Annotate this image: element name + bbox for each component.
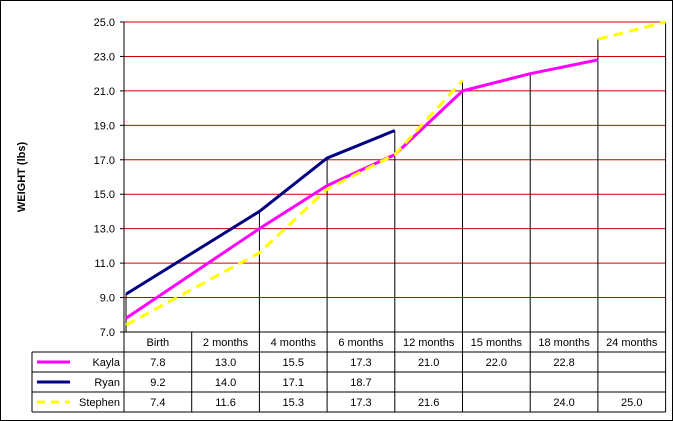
y-tick-label: 9.0 <box>100 293 115 305</box>
data-label: 7.8 <box>150 357 165 369</box>
y-tick-label: 15.0 <box>94 189 115 201</box>
data-label: 25.0 <box>621 397 642 409</box>
series-line-stephen <box>597 20 666 41</box>
data-label: 22.0 <box>486 357 507 369</box>
category-label: Birth <box>147 337 170 349</box>
category-label: 12 months <box>403 337 455 349</box>
category-label: 15 months <box>471 337 523 349</box>
y-tick-label: 25.0 <box>94 17 115 29</box>
data-label: 18.7 <box>350 377 371 389</box>
data-label: 14.0 <box>215 377 236 389</box>
data-label: 17.1 <box>283 377 304 389</box>
data-label: 15.5 <box>283 357 304 369</box>
data-label: 22.8 <box>553 357 574 369</box>
y-tick-label: 11.0 <box>94 258 115 270</box>
data-label: 9.2 <box>150 377 165 389</box>
data-label: 24.0 <box>553 397 574 409</box>
y-axis-label: WEIGHT (lbs) <box>16 142 28 213</box>
legend-label: Ryan <box>94 377 120 389</box>
series-line-kayla <box>125 58 599 320</box>
series-line-ryan <box>125 129 396 296</box>
data-label: 17.3 <box>350 357 371 369</box>
y-tick-label: 21.0 <box>94 86 115 98</box>
category-label: 18 months <box>538 337 590 349</box>
legend-label: Stephen <box>79 397 120 409</box>
category-label: 2 months <box>203 337 249 349</box>
data-label: 21.0 <box>418 357 439 369</box>
category-label: 24 months <box>606 337 658 349</box>
data-label: 7.4 <box>150 397 165 409</box>
category-label: 6 months <box>338 337 384 349</box>
y-tick-label: 19.0 <box>94 120 115 132</box>
data-label: 17.3 <box>350 397 371 409</box>
data-label: 13.0 <box>215 357 236 369</box>
y-tick-label: 23.0 <box>94 51 115 63</box>
y-tick-label: 17.0 <box>94 155 115 167</box>
y-tick-label: 13.0 <box>94 224 115 236</box>
category-label: 4 months <box>271 337 317 349</box>
data-label: 21.6 <box>418 397 439 409</box>
y-tick-label: 7.0 <box>100 327 115 339</box>
legend-label: Kayla <box>92 357 120 369</box>
data-label: 11.6 <box>215 397 236 409</box>
data-label: 15.3 <box>283 397 304 409</box>
series-line-stephen <box>125 79 464 327</box>
